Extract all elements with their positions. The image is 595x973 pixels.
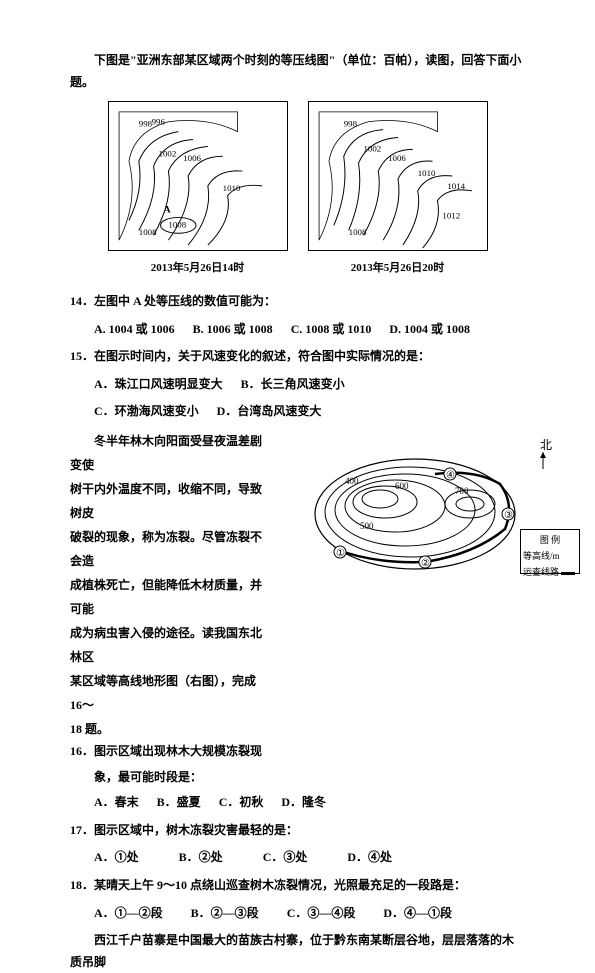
- legend-title: 图 例: [523, 532, 577, 548]
- q18-options: A．①—②段 B．②—③段 C．③—④段 D．④—①段: [70, 903, 525, 925]
- intro-text: 下图是"亚洲东部某区域两个时刻的等压线图"（单位：百帕），读图，回答下面小题。: [70, 50, 525, 93]
- north-label: 北: [540, 438, 552, 452]
- q15-opt-a: A．珠江口风速明显变大: [94, 374, 223, 396]
- q14-stem: 14．左图中 A 处等压线的数值可能为：: [70, 291, 525, 313]
- q16-stem1: 16．图示区域出现林木大规模冻裂现: [70, 741, 525, 763]
- marker-2: ②: [421, 558, 430, 569]
- map1-label: 1008: [168, 219, 186, 229]
- marker-4: ④: [446, 470, 455, 481]
- q16-opt-c: C．初秋: [219, 792, 264, 814]
- pressure-map-1: 998 996 1002 1006 1010 1008 1008 A: [108, 101, 288, 251]
- q15-stem: 15．在图示时间内，关于风速变化的叙述，符合图中实际情况的是：: [70, 346, 525, 368]
- map1-caption: 2013年5月26日14时: [108, 259, 288, 279]
- q18-opt-c: C．③—④段: [287, 903, 356, 925]
- map1-svg: 998 996 1002 1006 1010 1008 1008 A: [109, 102, 287, 250]
- q17-options: A．①处 B．②处 C．③处 D．④处: [70, 847, 525, 869]
- q18-stem: 18．某晴天上午 9～10 点绕山巡查树木冻裂情况，光照最充足的一段路是：: [70, 875, 525, 897]
- map1-label-A: A: [163, 205, 171, 216]
- map2-label: 1006: [388, 153, 406, 163]
- para-line: 破裂的现象，称为冻裂。尽管冻裂不会造: [70, 525, 270, 573]
- footer-paragraph: 西江千户苗寨是中国最大的苗族古村寨，位于黔东南某断层谷地，层层落落的木质吊脚: [70, 930, 525, 973]
- contour-label: 700: [455, 486, 469, 496]
- para-line: 成为病虫害入侵的途径。读我国东北林区: [70, 621, 270, 669]
- para-line: 树干内外温度不同，收缩不同，导致树皮: [70, 477, 270, 525]
- q15-opt-d: D．台湾岛风速变大: [217, 401, 322, 423]
- q17-opt-a: A．①处: [94, 847, 139, 869]
- map2-caption: 2013年5月26日20时: [308, 259, 488, 279]
- para-line: 18 题。: [70, 717, 270, 741]
- map1-label: 1006: [183, 153, 201, 163]
- legend-road: 运查线路: [523, 564, 577, 580]
- para-line: 成植株死亡，但能降低木材质量，并可能: [70, 573, 270, 621]
- map2-label: 1010: [417, 168, 435, 178]
- pressure-maps-row: 998 996 1002 1006 1010 1008 1008 A 998 1…: [70, 101, 525, 251]
- topo-legend: 图 例 等高线/m 运查线路: [520, 529, 580, 574]
- q15-options-2: C．环渤海风速变小 D．台湾岛风速变大: [70, 401, 525, 423]
- q14-options: A. 1004 或 1006 B. 1006 或 1008 C. 1008 或 …: [70, 319, 525, 341]
- map2-label: 1002: [363, 144, 381, 154]
- map1-label: 1010: [222, 183, 240, 193]
- q17-stem: 17．图示区域中，树木冻裂灾害最轻的是：: [70, 820, 525, 842]
- q18-opt-b: B．②—③段: [191, 903, 259, 925]
- para-line: 某区域等高线地形图（右图），完成 16～: [70, 669, 270, 717]
- map2-label: 1008: [348, 227, 366, 237]
- q16-opt-b: B．盛夏: [157, 792, 201, 814]
- q15-opt-b: B．长三角风速变小: [241, 374, 345, 396]
- q14-opt-d: D. 1004 或 1008: [389, 319, 470, 341]
- q15-options-1: A．珠江口风速明显变大 B．长三角风速变小: [70, 374, 525, 396]
- contour-label: 600: [395, 481, 409, 491]
- map2-label: 1014: [447, 181, 465, 191]
- q15-opt-c: C．环渤海风速变小: [94, 401, 199, 423]
- q14-opt-a: A. 1004 或 1006: [94, 319, 175, 341]
- q17-opt-c: C．③处: [263, 847, 308, 869]
- legend-contour: 等高线/m: [523, 548, 577, 564]
- q16-opt-d: D．隆冬: [281, 792, 326, 814]
- q18-opt-d: D．④—①段: [383, 903, 452, 925]
- marker-1: ①: [336, 548, 345, 559]
- map1-label: 998: [138, 119, 152, 129]
- contour-label: 500: [360, 521, 374, 531]
- q16-opt-a: A．春末: [94, 792, 139, 814]
- q16-options: A．春末 B．盛夏 C．初秋 D．隆冬: [70, 792, 525, 814]
- q18-opt-a: A．①—②段: [94, 903, 163, 925]
- contour-label: 400: [345, 476, 359, 486]
- q17-opt-d: D．④处: [347, 847, 392, 869]
- paragraph-block: 冬半年林木向阳面受昼夜温差剧变使 树干内外温度不同，收缩不同，导致树皮 破裂的现…: [70, 429, 525, 741]
- q14-opt-b: B. 1006 或 1008: [193, 319, 273, 341]
- map-captions: 2013年5月26日14时 2013年5月26日20时: [70, 257, 525, 279]
- para-line: 冬半年林木向阳面受昼夜温差剧变使: [70, 429, 270, 477]
- pressure-map-2: 998 1002 1006 1010 1014 1012 1008: [308, 101, 488, 251]
- map2-svg: 998 1002 1006 1010 1014 1012 1008: [309, 102, 487, 250]
- q17-opt-b: B．②处: [179, 847, 223, 869]
- map1-label: 1002: [158, 148, 176, 158]
- map2-label: 1012: [442, 211, 460, 221]
- map2-label: 998: [343, 119, 357, 129]
- q16-stem2: 象，最可能时段是：: [70, 767, 525, 789]
- map1-label: 996: [151, 117, 165, 127]
- q14-opt-c: C. 1008 或 1010: [291, 319, 372, 341]
- marker-3: ③: [504, 510, 513, 521]
- paragraph-text: 冬半年林木向阳面受昼夜温差剧变使 树干内外温度不同，收缩不同，导致树皮 破裂的现…: [70, 429, 270, 741]
- map1-label: 1008: [138, 227, 156, 237]
